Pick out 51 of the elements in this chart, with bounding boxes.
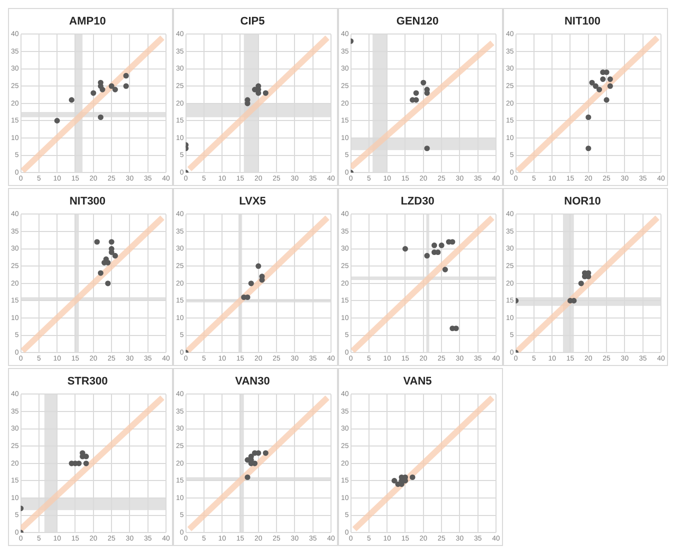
point (578, 280, 584, 286)
point (596, 86, 602, 92)
point (244, 474, 250, 480)
chart-title: LZD30 (400, 196, 434, 208)
point (392, 478, 398, 484)
point (83, 460, 89, 466)
chart-title: AMP10 (69, 16, 106, 28)
point (262, 450, 268, 456)
chart-title: STR300 (67, 376, 108, 388)
chart-title: NOR10 (564, 196, 601, 208)
point (105, 280, 111, 286)
point (589, 80, 595, 86)
point (586, 114, 592, 120)
point (592, 83, 598, 89)
point (410, 474, 416, 480)
point (424, 146, 430, 152)
chart-title: GEN120 (396, 16, 439, 28)
chart-title: VAN5 (403, 376, 432, 388)
point (424, 252, 430, 259)
point (413, 90, 419, 96)
point (607, 83, 613, 89)
chart-title: VAN30 (235, 376, 270, 388)
point (402, 246, 408, 252)
point (262, 90, 268, 96)
point (442, 266, 448, 272)
point (123, 72, 129, 79)
point (420, 80, 426, 86)
point (90, 90, 96, 96)
chart-title: LVX5 (239, 196, 266, 208)
point (604, 97, 610, 103)
chart-title: CIP5 (240, 16, 265, 28)
point (431, 242, 438, 248)
point (600, 76, 606, 82)
point (248, 280, 254, 286)
point (123, 83, 129, 89)
point (112, 252, 118, 259)
point (108, 83, 114, 89)
point (438, 242, 444, 248)
point (100, 86, 106, 92)
chart-title: NIT300 (69, 196, 106, 208)
point (98, 270, 104, 276)
chart-title: NIT100 (564, 16, 601, 28)
point (94, 239, 100, 245)
point (98, 114, 104, 120)
point (108, 239, 114, 245)
point (256, 263, 262, 269)
point (54, 118, 60, 124)
point (586, 146, 592, 152)
point (68, 97, 74, 103)
point (607, 76, 613, 82)
point (112, 86, 118, 92)
